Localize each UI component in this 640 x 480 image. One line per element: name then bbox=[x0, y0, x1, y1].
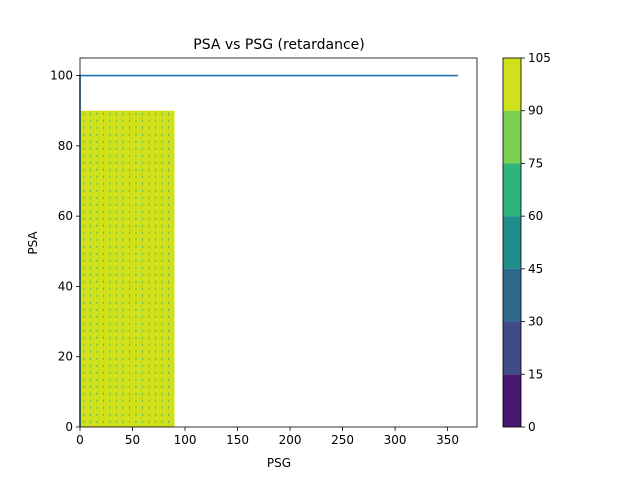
y-tick-label: 40 bbox=[58, 279, 73, 293]
colorbar-tick-label: 105 bbox=[528, 51, 551, 65]
colorbar-segment bbox=[503, 268, 521, 322]
y-tick-label: 80 bbox=[58, 139, 73, 153]
x-tick-label: 250 bbox=[331, 433, 354, 447]
filled-contour-region bbox=[80, 110, 175, 427]
colorbar-segment bbox=[503, 163, 521, 217]
colorbar-frame bbox=[502, 57, 522, 428]
y-axis-label: PSA bbox=[26, 231, 40, 255]
chart-title: PSA vs PSG (retardance) bbox=[193, 37, 365, 53]
x-tick-label: 0 bbox=[76, 433, 84, 447]
x-tick-label: 300 bbox=[384, 433, 407, 447]
y-tick-label: 20 bbox=[58, 350, 73, 364]
x-tick-label: 150 bbox=[226, 433, 249, 447]
contour-fill-90-105 bbox=[80, 110, 175, 427]
y-tick-label: 60 bbox=[58, 209, 73, 223]
colorbar-segment bbox=[503, 216, 521, 269]
colorbar-tick-label: 45 bbox=[528, 262, 543, 276]
colorbar-tick-label: 0 bbox=[528, 420, 536, 434]
colorbar-tick-label: 15 bbox=[528, 367, 543, 381]
x-tick-label: 50 bbox=[125, 433, 140, 447]
y-tick-label: 0 bbox=[65, 420, 73, 434]
colorbar: 0 15 30 45 60 75 90 105 bbox=[502, 51, 551, 434]
colorbar-tick-label: 75 bbox=[528, 156, 543, 170]
colorbar-segment bbox=[503, 321, 521, 375]
x-tick-label: 200 bbox=[279, 433, 302, 447]
colorbar-segment bbox=[503, 110, 521, 164]
x-tick-label: 350 bbox=[436, 433, 459, 447]
x-axis-label: PSG bbox=[267, 456, 291, 470]
colorbar-tick-label: 30 bbox=[528, 315, 543, 329]
axes-frame bbox=[79, 57, 478, 428]
x-tick-label: 100 bbox=[174, 433, 197, 447]
axes: 0 50 100 150 200 250 300 350 0 20 40 60 80 100 bbox=[50, 57, 478, 447]
colorbar-segment bbox=[503, 58, 521, 111]
colorbar-tick-label: 90 bbox=[528, 104, 543, 118]
y-tick-label: 100 bbox=[50, 69, 73, 83]
colorbar-tick-label: 60 bbox=[528, 209, 543, 223]
colorbar-segment bbox=[503, 374, 521, 427]
